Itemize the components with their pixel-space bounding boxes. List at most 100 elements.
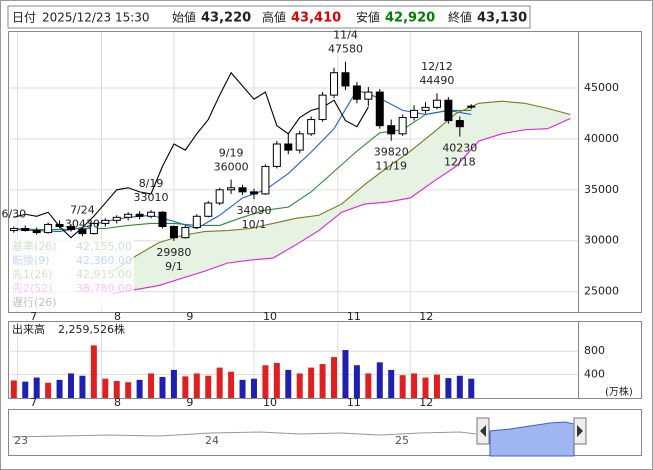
- legend-box: [10, 240, 134, 310]
- candle-body: [135, 213, 144, 217]
- volume-total: 2,259,526株: [58, 322, 125, 336]
- y-tick-label: 45000: [584, 81, 619, 94]
- candle-body: [387, 125, 396, 135]
- candle-body: [227, 187, 236, 191]
- volume-bar: [45, 382, 52, 398]
- y-tick-label: 25000: [584, 285, 619, 298]
- volume-bar: [262, 365, 269, 398]
- navigator-range[interactable]: [489, 421, 575, 457]
- x-tick-label: 9: [186, 310, 193, 323]
- annotation-price: 40230: [442, 142, 477, 155]
- annotation-date: 12/18: [444, 156, 476, 169]
- candle-body: [55, 223, 64, 227]
- volume-bar: [148, 373, 155, 398]
- volume-unit: (万株): [605, 385, 633, 398]
- y-tick-label: 35000: [584, 183, 619, 196]
- volume-bar: [216, 367, 223, 398]
- x-tick-label: 10: [263, 310, 277, 323]
- candle-body: [421, 106, 430, 111]
- volume-bar: [388, 369, 395, 398]
- volume-bar: [296, 373, 303, 398]
- header-label: 安値: [356, 10, 380, 25]
- volume-bar: [136, 379, 143, 398]
- volume-bar: [22, 381, 29, 398]
- volume-bar: [433, 374, 440, 398]
- annotation-date: 6/30: [1, 207, 26, 220]
- price-panel: [8, 31, 642, 313]
- candle-body: [375, 91, 384, 127]
- volume-bar: [159, 376, 166, 398]
- annotation-price: 36000: [214, 161, 249, 174]
- candle-body: [261, 165, 270, 195]
- x-tick-label: 8: [114, 310, 121, 323]
- volume-bar: [376, 362, 383, 398]
- x-tick-label: 9: [186, 396, 193, 409]
- navigator-label: 24: [205, 434, 219, 447]
- header-value: 43,220: [201, 11, 251, 26]
- candle-body: [318, 94, 327, 121]
- candle-body: [204, 202, 213, 217]
- header-value: 43,130: [477, 11, 527, 26]
- candle-body: [181, 226, 190, 239]
- candle-body: [467, 105, 476, 108]
- candle-body: [330, 72, 339, 96]
- candle-body: [158, 211, 167, 227]
- candle-body: [112, 216, 121, 221]
- volume-bar: [228, 371, 235, 398]
- volume-bar: [239, 379, 246, 398]
- candle-body: [249, 191, 258, 195]
- candle-body: [455, 120, 464, 128]
- candle-body: [215, 189, 224, 204]
- navigator-line: [11, 431, 477, 438]
- volume-bar: [411, 373, 418, 398]
- x-tick-label: 7: [30, 310, 37, 323]
- volume-bar: [342, 350, 349, 398]
- annotation-price: 30430: [65, 217, 100, 230]
- candle-body: [32, 230, 41, 234]
- volume-bar: [331, 357, 338, 398]
- candle-body: [192, 215, 201, 228]
- candle-body: [352, 85, 361, 100]
- volume-bar: [10, 380, 17, 398]
- volume-bar: [456, 375, 463, 398]
- handle-arrow: [577, 425, 583, 437]
- navigator-label: 25: [395, 434, 409, 447]
- x-tick-label: 11: [347, 310, 361, 323]
- annotation-price: 39820: [374, 146, 409, 159]
- volume-bar: [33, 377, 40, 398]
- volume-bar: [365, 373, 372, 398]
- volume-bar: [422, 377, 429, 398]
- annotation-price: 44490: [419, 74, 454, 87]
- x-tick-label: 8: [114, 396, 121, 409]
- candle-body: [101, 219, 110, 224]
- volume-bar: [285, 369, 292, 398]
- annotation-date: 9/19: [219, 147, 244, 160]
- candle-body: [66, 225, 75, 231]
- annotation-price: 47580: [328, 43, 363, 56]
- candle-body: [44, 223, 53, 234]
- volume-bar: [79, 375, 86, 398]
- x-tick-label: 11: [347, 396, 361, 409]
- cloud: [112, 101, 571, 294]
- volume-bar: [67, 373, 74, 398]
- candle-body: [21, 228, 30, 232]
- annotation-price: 29980: [156, 246, 191, 259]
- header-value: 43,410: [291, 11, 341, 26]
- annotation-date: 9/1: [165, 260, 183, 273]
- navigator-label: 23: [14, 434, 28, 447]
- indicator-line: [112, 118, 571, 295]
- candle-body: [444, 99, 453, 122]
- volume-bar: [193, 373, 200, 398]
- candle-body: [307, 119, 316, 135]
- volume-bar: [182, 376, 189, 398]
- candle-body: [10, 228, 18, 232]
- volume-bar: [113, 381, 120, 398]
- volume-bar: [353, 365, 360, 398]
- candle-body: [295, 133, 304, 151]
- volume-bar: [125, 382, 132, 398]
- annotation-date: 10/1: [242, 218, 267, 231]
- candle-body: [124, 213, 133, 218]
- annotation-date: 11/4: [333, 29, 358, 42]
- y-tick-label: 40000: [584, 132, 619, 145]
